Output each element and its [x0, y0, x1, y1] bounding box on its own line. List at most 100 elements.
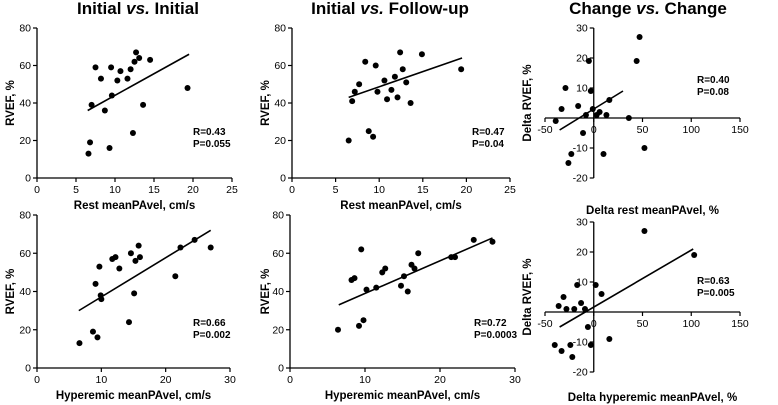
chart-2-p-value: P=0.04: [472, 139, 504, 150]
chart-6-data-point: [691, 252, 698, 258]
chart-4-x-axis-label: Hyperemic meanPAvel, cm/s: [56, 390, 211, 402]
chart-2-data-point: [399, 66, 406, 73]
chart-5-regression-line: [338, 237, 493, 306]
chart-2-data-point: [356, 81, 363, 88]
chart-6-data-point: [567, 342, 574, 348]
chart-2-data-point: [365, 128, 372, 135]
chart-1-r-value: R=0.43: [193, 127, 226, 138]
chart-2-data-point: [351, 88, 358, 95]
chart-4-data-point: [191, 236, 198, 243]
chart-1-data-point: [147, 56, 154, 63]
chart-1-data-point: [136, 55, 143, 61]
chart-5-data-point: [452, 254, 458, 261]
chart-6-data-point: [592, 282, 599, 288]
chart-2-data-point: [418, 51, 425, 58]
chart-2-x-tick-label: 10: [373, 184, 385, 196]
chart-6-y-tick-label: 10: [576, 277, 588, 289]
chart-2-y-tick-label: 60: [274, 60, 286, 72]
chart-delta-rest: -50 0 50 100 150 -20 -10 10 20 30 Delta rest meanP…: [522, 23, 749, 218]
chart-hyperemic-initial: 0 10 20 30 0 20 40 60 80 Hyperemic meanPAvel, cm/…: [5, 210, 236, 403]
chart-4-x-tick-label: 20: [160, 374, 172, 386]
chart-4-data-point: [136, 254, 143, 261]
chart-2-r-value: R=0.47: [472, 127, 505, 138]
chart-4-y-tick-label: 40: [19, 286, 31, 298]
chart-2-data-point: [374, 88, 381, 95]
chart-3-data-point: [625, 115, 632, 121]
chart-3-data-point: [575, 103, 582, 109]
chart-5-data-point: [356, 322, 362, 329]
chart-2-y-axis-label: RVEF, %: [260, 80, 272, 126]
chart-1-data-point: [131, 58, 138, 65]
chart-5-y-tick-label: 40: [272, 286, 284, 298]
chart-4-data-point: [94, 334, 101, 341]
chart-2-x-tick-label: 15: [417, 184, 429, 196]
chart-1-x-tick-label: 15: [148, 184, 160, 196]
chart-5-x-tick-label: 10: [359, 374, 371, 386]
chart-3-data-point: [606, 97, 613, 103]
chart-6-x-tick-label: 100: [682, 318, 700, 330]
chart-3-y-tick-label: 30: [576, 23, 588, 35]
chart-6-regression-line: [559, 248, 694, 328]
chart-6-data-point: [581, 306, 588, 312]
chart-2-data-point: [397, 49, 404, 56]
chart-2-y-tick-label: 40: [274, 98, 286, 110]
chart-3-data-point: [582, 112, 589, 118]
chart-hyperemic-followup: 0 10 20 30 0 20 40 60 80 Hyperemic meanPAvel, cm/…: [260, 210, 521, 403]
chart-4-data-point: [125, 319, 132, 326]
column-title-2: Initial vs. Follow-up: [311, 0, 469, 18]
chart-2-data-point: [394, 94, 401, 101]
chart-4-data-point: [76, 340, 83, 347]
chart-6-data-point: [558, 348, 565, 354]
chart-3-y-axis-label: Delta RVEF, %: [522, 64, 534, 141]
chart-4-data-point: [131, 290, 138, 297]
chart-6-data-point: [560, 294, 567, 300]
chart-4-x-tick-label: 10: [95, 374, 107, 386]
chart-6-data-point: [551, 342, 558, 348]
chart-6-y-tick-label: -10: [573, 337, 588, 349]
chart-5-data-point: [360, 317, 367, 324]
chart-1-y-tick-label: 80: [19, 23, 31, 35]
chart-5-x-axis-label: Hyperemic meanPAvel, cm/s: [325, 390, 480, 402]
chart-2-data-point: [345, 137, 352, 144]
chart-5-data-point: [373, 284, 380, 291]
chart-1-data-point: [108, 64, 115, 71]
chart-3-data-point: [558, 106, 565, 112]
chart-2-data-point: [384, 96, 391, 103]
chart-5-y-tick-label: 0: [278, 363, 284, 375]
chart-5-data-point: [411, 265, 418, 272]
chart-2-data-point: [388, 86, 395, 93]
chart-1-p-value: P=0.055: [193, 139, 231, 150]
chart-4-r-value: R=0.66: [193, 318, 226, 329]
chart-4-x-tick-label: 0: [34, 374, 40, 386]
chart-4-data-point: [92, 280, 99, 287]
chart-1-data-point: [87, 139, 94, 146]
chart-1-data-point: [101, 107, 108, 114]
chart-3-y-tick-label: -20: [573, 173, 588, 185]
chart-2-x-axis-label: Rest meanPAvel, cm/s: [340, 200, 461, 212]
chart-5-x-tick-label: 0: [287, 374, 293, 386]
chart-1-data-point: [184, 85, 191, 91]
chart-3-x-tick-label: 100: [682, 124, 700, 136]
chart-4-data-point: [177, 244, 184, 251]
chart-3-data-point: [633, 58, 640, 64]
chart-rest-initial: 0 5 10 15 20 25 0 20 40 60 80 Rest meanPAvel, cm/s R…: [5, 23, 238, 213]
chart-6-data-point: [641, 228, 648, 234]
chart-3-x-tick-label: 50: [637, 124, 649, 136]
chart-4-y-axis-label: RVEF, %: [5, 269, 17, 315]
chart-2-x-tick-label: 5: [333, 184, 339, 196]
chart-2-data-point: [362, 58, 369, 65]
chart-1-x-tick-label: 5: [73, 184, 79, 196]
chart-1-regression-line: [87, 53, 190, 112]
chart-1-data-point: [106, 145, 113, 151]
chart-6-data-point: [606, 336, 613, 342]
chart-2-data-point: [372, 62, 379, 69]
chart-3-x-axis-label: Delta rest meanPAvel, %: [586, 205, 719, 217]
chart-6-x-axis-label: Delta hyperemic meanPAvel, %: [568, 392, 737, 404]
chart-3-data-point: [587, 88, 594, 94]
chart-1-data-point: [85, 150, 92, 157]
chart-4-data-point: [96, 263, 103, 270]
chart-4-data-point: [132, 257, 139, 264]
chart-1-y-tick-label: 60: [19, 60, 31, 72]
chart-6-data-point: [578, 300, 585, 306]
chart-2-y-tick-label: 80: [274, 23, 286, 35]
